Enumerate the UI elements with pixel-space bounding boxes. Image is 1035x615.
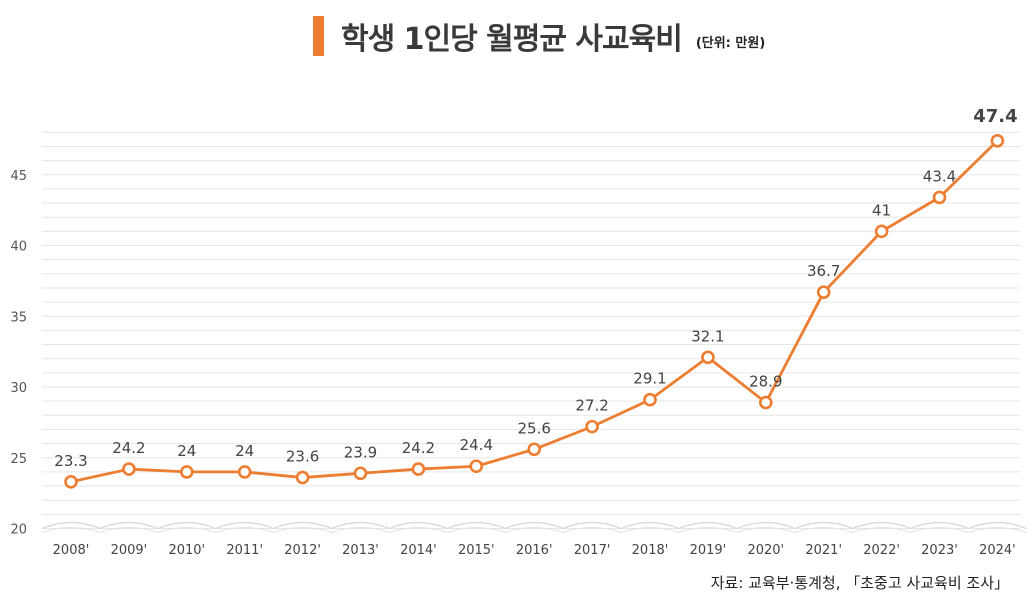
unit-label: (단위: 만원) [695, 35, 766, 51]
data-point [990, 133, 1005, 148]
data-label: 32.1 [691, 327, 724, 345]
data-point [411, 462, 426, 476]
data-point [122, 462, 136, 476]
data-label: 23.9 [344, 443, 377, 461]
data-label: 29.1 [633, 370, 666, 388]
x-tick-label: 2010' [168, 543, 205, 558]
x-tick-label: 2012' [284, 543, 321, 558]
data-label: 41 [872, 201, 891, 219]
data-label: 24 [177, 442, 196, 460]
x-tick-label: 2008' [53, 543, 90, 558]
data-label: 23.6 [286, 448, 319, 466]
x-tick-label: 2016' [516, 543, 553, 558]
x-tick-label: 2021' [805, 543, 842, 558]
x-tick-label: 2009' [111, 543, 148, 558]
x-tick-label: 2022' [863, 543, 900, 558]
y-tick-label: 45 [10, 169, 27, 184]
data-label: 24.2 [112, 439, 145, 457]
data-point [643, 392, 657, 407]
x-tick-label: 2015' [458, 543, 495, 558]
data-point [237, 465, 252, 479]
data-label: 25.6 [517, 419, 550, 437]
data-label: 24.4 [460, 436, 493, 454]
x-tick-label: 2018' [632, 543, 669, 558]
data-point [758, 395, 773, 410]
data-label: 24 [235, 442, 254, 460]
x-tick-label: 2013' [342, 543, 379, 558]
data-label: 36.7 [807, 262, 840, 280]
data-point [527, 442, 542, 457]
source-note: 자료: 교육부·통계청, 「초중고 사교육비 조사」 [710, 574, 1009, 592]
data-point [180, 465, 194, 479]
y-tick-label: 35 [10, 310, 27, 325]
x-tick-label: 2024' [979, 543, 1016, 558]
data-label: 47.4 [973, 106, 1017, 127]
data-point [932, 190, 947, 205]
data-label: 27.2 [575, 397, 608, 415]
y-tick-label: 30 [10, 381, 27, 396]
title-accent-bar [313, 16, 324, 56]
data-point [585, 419, 599, 434]
data-label: 43.4 [923, 167, 956, 185]
data-point [295, 470, 310, 485]
axis-break-wave [41, 527, 1027, 534]
data-label: 23.3 [54, 452, 87, 470]
axis-break-wave [41, 521, 1027, 530]
data-label: 28.9 [749, 373, 782, 391]
x-tick-label: 2011' [226, 543, 263, 558]
y-tick-label: 25 [10, 452, 27, 467]
data-point [64, 475, 78, 489]
x-tick-label: 2019' [690, 543, 727, 558]
data-point [469, 459, 484, 474]
data-point [353, 466, 368, 481]
chart-title: 학생 1인당 월평균 사교육비 [341, 22, 683, 57]
x-tick-label: 2017' [574, 543, 611, 558]
x-tick-label: 2023' [921, 543, 958, 558]
x-tick-label: 2014' [400, 543, 437, 558]
x-tick-label: 2020' [747, 543, 784, 558]
chart-header: 학생 1인당 월평균 사교육비 (단위: 만원) [313, 14, 765, 58]
data-point [874, 224, 889, 239]
data-point [701, 350, 715, 365]
data-label: 24.2 [402, 439, 435, 457]
y-tick-label: 40 [10, 240, 27, 255]
data-point [816, 285, 831, 299]
y-tick-label: 20 [10, 523, 27, 538]
